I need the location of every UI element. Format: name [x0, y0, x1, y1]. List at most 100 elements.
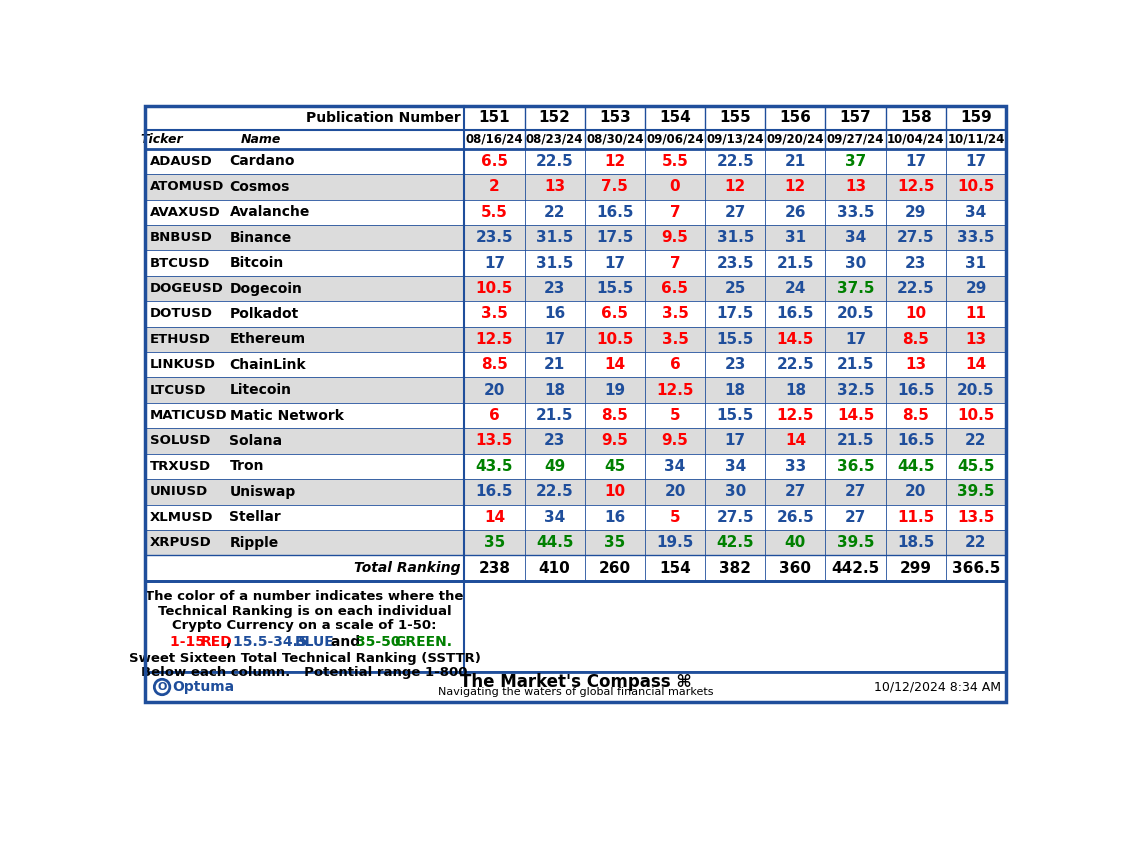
Text: 3.5: 3.5: [661, 332, 688, 347]
Text: 16.5: 16.5: [476, 484, 513, 499]
Text: 158: 158: [900, 110, 932, 125]
Text: 5: 5: [669, 408, 681, 423]
Text: The color of a number indicates where the: The color of a number indicates where th…: [146, 590, 464, 603]
Text: Ethereum: Ethereum: [229, 333, 305, 346]
Bar: [145, 672, 1006, 702]
Text: 14: 14: [484, 509, 505, 525]
Text: 33.5: 33.5: [837, 205, 875, 220]
Text: Tron: Tron: [229, 460, 264, 473]
Text: 33.5: 33.5: [957, 230, 995, 245]
Bar: [145, 174, 1006, 200]
Text: 09/27/24: 09/27/24: [827, 133, 884, 146]
Text: The Market's Compass ⌘: The Market's Compass ⌘: [459, 673, 692, 690]
Text: 20: 20: [484, 382, 505, 397]
Text: 34: 34: [544, 509, 565, 525]
Text: 159: 159: [960, 110, 992, 125]
Text: 2: 2: [489, 179, 500, 195]
Text: 12: 12: [724, 179, 746, 195]
Text: LTCUSD: LTCUSD: [149, 384, 207, 397]
Text: TRXUSD: TRXUSD: [149, 460, 211, 473]
Text: 33: 33: [785, 459, 806, 474]
Text: Navigating the waters of global financial markets: Navigating the waters of global financia…: [438, 687, 713, 697]
Text: 1-15: 1-15: [170, 636, 210, 649]
Text: 8.5: 8.5: [481, 357, 508, 372]
Text: Matic Network: Matic Network: [229, 408, 344, 423]
Text: Stellar: Stellar: [229, 510, 281, 525]
Text: 29: 29: [905, 205, 926, 220]
Text: 10/04/24: 10/04/24: [887, 133, 944, 146]
Text: 13: 13: [905, 357, 926, 372]
Text: Sweet Sixteen Total Technical Ranking (SSTTR): Sweet Sixteen Total Technical Ranking (S…: [129, 652, 481, 664]
Text: 43.5: 43.5: [476, 459, 513, 474]
Text: 11: 11: [966, 306, 986, 322]
Bar: [145, 402, 1006, 429]
Text: 17: 17: [844, 332, 866, 347]
Text: 27: 27: [844, 509, 866, 525]
Text: ChainLink: ChainLink: [229, 358, 307, 372]
Text: 10.5: 10.5: [476, 281, 513, 296]
Text: MATICUSD: MATICUSD: [149, 409, 227, 422]
Text: 21.5: 21.5: [777, 256, 814, 270]
Text: 15.5: 15.5: [716, 332, 754, 347]
Text: 21.5: 21.5: [536, 408, 574, 423]
Text: 8.5: 8.5: [902, 332, 929, 347]
Text: 410: 410: [539, 561, 570, 576]
Text: 13.5: 13.5: [476, 434, 513, 449]
Text: 44.5: 44.5: [897, 459, 934, 474]
Text: 6.5: 6.5: [661, 281, 688, 296]
Text: LINKUSD: LINKUSD: [149, 358, 216, 371]
Text: 14.5: 14.5: [837, 408, 875, 423]
Text: 10: 10: [905, 306, 926, 322]
Text: 27: 27: [844, 484, 866, 499]
Text: 31.5: 31.5: [536, 230, 574, 245]
Text: 9.5: 9.5: [661, 230, 688, 245]
Text: 13: 13: [966, 332, 986, 347]
Text: 23: 23: [724, 357, 746, 372]
Text: 30: 30: [844, 256, 866, 270]
Text: 13: 13: [844, 179, 866, 195]
Text: 6.5: 6.5: [601, 306, 628, 322]
Text: 09/13/24: 09/13/24: [706, 133, 764, 146]
Text: GREEN.: GREEN.: [394, 636, 453, 649]
Bar: [145, 130, 1006, 149]
Text: 9.5: 9.5: [602, 434, 628, 449]
Text: 154: 154: [659, 110, 691, 125]
Text: 34: 34: [665, 459, 686, 474]
Text: Crypto Currency on a scale of 1-50:: Crypto Currency on a scale of 1-50:: [173, 619, 437, 632]
Text: 10/12/2024 8:34 AM: 10/12/2024 8:34 AM: [875, 680, 1002, 694]
Text: 154: 154: [659, 561, 691, 576]
Text: 21.5: 21.5: [837, 434, 875, 449]
Text: BTCUSD: BTCUSD: [149, 257, 210, 269]
Text: 5: 5: [669, 509, 681, 525]
Text: ATOMUSD: ATOMUSD: [149, 180, 225, 194]
Text: 12.5: 12.5: [777, 408, 814, 423]
Text: 23: 23: [905, 256, 926, 270]
Text: 20.5: 20.5: [837, 306, 875, 322]
Text: 153: 153: [599, 110, 631, 125]
Text: 442.5: 442.5: [831, 561, 879, 576]
Text: 40: 40: [785, 536, 806, 550]
Text: 3.5: 3.5: [481, 306, 508, 322]
Text: 12: 12: [785, 179, 806, 195]
Text: 6.5: 6.5: [481, 154, 508, 169]
Text: 17: 17: [604, 256, 626, 270]
Text: 16.5: 16.5: [596, 205, 633, 220]
Text: 35: 35: [484, 536, 505, 550]
Text: Dogecoin: Dogecoin: [229, 281, 302, 296]
Text: 27: 27: [785, 484, 806, 499]
Text: 16.5: 16.5: [777, 306, 814, 322]
Text: 9.5: 9.5: [661, 434, 688, 449]
Text: DOGEUSD: DOGEUSD: [149, 282, 223, 295]
Bar: [145, 429, 1006, 454]
Text: Bitcoin: Bitcoin: [229, 256, 284, 270]
Text: 155: 155: [720, 110, 751, 125]
Text: 19.5: 19.5: [656, 536, 694, 550]
Text: 10.5: 10.5: [957, 179, 995, 195]
Text: Ripple: Ripple: [229, 536, 279, 550]
Text: 22: 22: [544, 205, 565, 220]
Bar: [145, 556, 1006, 581]
Text: 12.5: 12.5: [897, 179, 934, 195]
Text: 34: 34: [844, 230, 866, 245]
Text: 12.5: 12.5: [476, 332, 513, 347]
Text: 31.5: 31.5: [716, 230, 754, 245]
